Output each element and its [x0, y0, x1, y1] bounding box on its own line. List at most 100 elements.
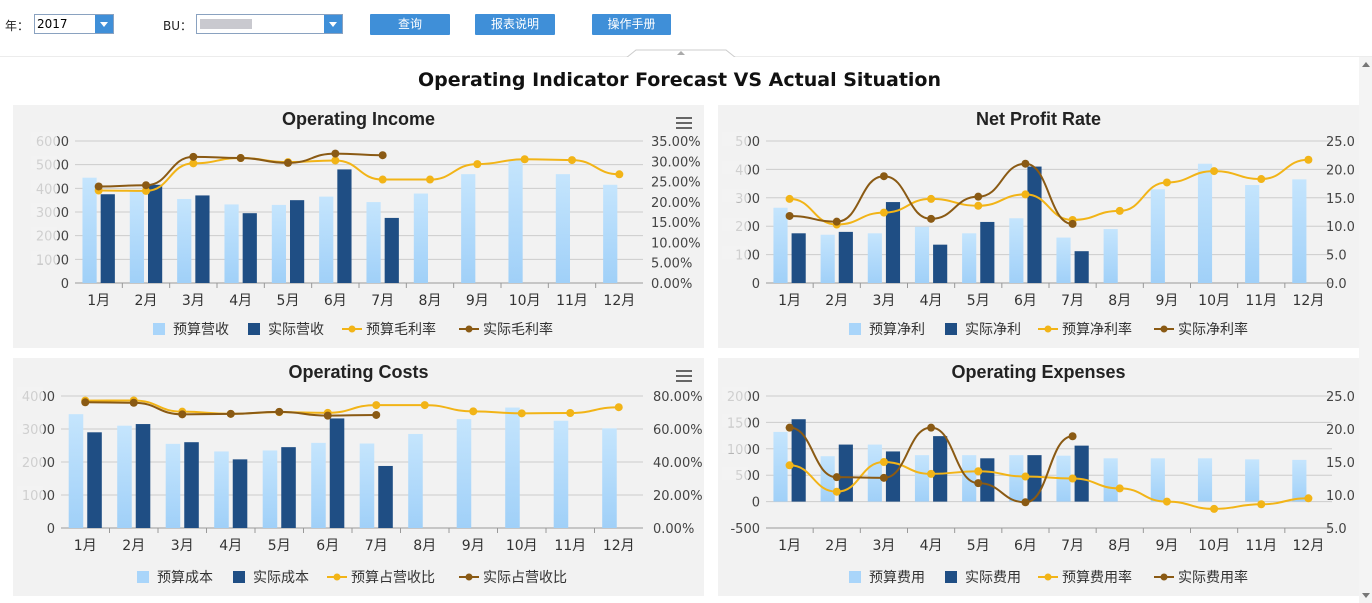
legend-item[interactable]: 实际营收	[248, 322, 324, 338]
chevron-down-icon[interactable]	[95, 15, 113, 33]
budget-bar	[1150, 189, 1165, 283]
budget-bar	[962, 455, 977, 502]
legend-item[interactable]: 实际费用	[945, 570, 1021, 586]
legend-item[interactable]: 实际费用率	[1154, 569, 1248, 586]
chevron-up-icon	[677, 51, 685, 55]
legend-item[interactable]: 预算占营收比	[327, 570, 435, 586]
legend-swatch-dot	[1044, 325, 1052, 333]
x-tick-label: 7月	[1061, 293, 1084, 309]
actual-bar	[1074, 251, 1089, 283]
budget-bar	[319, 196, 334, 283]
budget-bar	[413, 193, 428, 283]
actual-bar	[1027, 455, 1042, 502]
legend-item[interactable]: 预算净利率	[1038, 321, 1132, 338]
actual-rate-point	[81, 398, 90, 407]
legend-item[interactable]: 预算毛利率	[342, 321, 436, 338]
legend-item[interactable]: 实际净利	[945, 322, 1021, 338]
right-tick-label: 10.0	[1326, 489, 1355, 504]
legend-item[interactable]: 预算费用	[849, 570, 925, 586]
right-tick-label: 0.0	[1326, 277, 1347, 292]
year-select-value: 2017	[37, 17, 68, 31]
x-tick-label: 9月	[462, 538, 485, 554]
x-tick-label: 10月	[1198, 538, 1230, 554]
actual-bar	[242, 213, 257, 283]
x-tick-label: 10月	[506, 538, 538, 554]
legend-item[interactable]: 预算净利	[849, 322, 925, 338]
obscured-tick	[722, 160, 748, 175]
budget-rate-point	[785, 194, 794, 203]
obscured-tick	[31, 226, 57, 241]
actual-bar	[1074, 445, 1089, 502]
report-description-button[interactable]: 报表说明	[475, 14, 555, 35]
x-tick-label: 12月	[603, 538, 635, 554]
budget-rate-line	[85, 399, 619, 415]
x-tick-label: 1月	[778, 293, 801, 309]
bu-label: BU：	[163, 19, 193, 33]
x-tick-label: 7月	[371, 293, 394, 309]
right-tick-label: 20.0	[1326, 163, 1355, 178]
budget-bar	[1292, 179, 1307, 283]
actual-bar	[329, 418, 345, 528]
menu-icon[interactable]	[676, 117, 692, 129]
chart-title: Operating Expenses	[951, 362, 1125, 382]
budget-bar	[456, 419, 472, 528]
obscured-tick	[31, 155, 57, 170]
x-tick-label: 3月	[182, 293, 205, 309]
legend-item[interactable]: 实际毛利率	[459, 321, 553, 338]
year-select[interactable]: 2017	[34, 14, 114, 34]
legend-swatch-dot	[1160, 573, 1168, 581]
vertical-scrollbar[interactable]	[1359, 57, 1372, 603]
budget-bar	[1245, 185, 1260, 283]
legend-swatch	[945, 571, 957, 583]
right-tick-label: 30.00%	[651, 155, 701, 170]
x-tick-label: 5月	[967, 293, 990, 309]
actual-rate-point	[785, 211, 794, 220]
obscured-tick	[31, 203, 57, 217]
legend-label: 预算营收	[173, 322, 229, 338]
budget-rate-point	[1115, 484, 1124, 493]
x-tick-label: 4月	[920, 538, 943, 554]
legend-swatch	[153, 323, 165, 335]
budget-bar	[165, 443, 181, 528]
budget-rate-point	[974, 467, 983, 476]
collapse-toggle[interactable]	[626, 48, 736, 58]
budget-rate-point	[927, 469, 936, 478]
x-tick-label: 8月	[1108, 293, 1131, 309]
legend-item[interactable]: 实际净利率	[1154, 321, 1248, 338]
budget-rate-line	[789, 158, 1309, 226]
obscured-tick	[17, 486, 43, 500]
right-tick-label: 5.00%	[651, 257, 692, 272]
legend-swatch	[849, 571, 861, 583]
x-tick-label: 8月	[413, 538, 436, 554]
legend-item[interactable]: 预算费用率	[1038, 569, 1132, 586]
legend-item[interactable]: 预算成本	[137, 570, 213, 586]
chart-2: Operating Costs010002000300040000.00%20.…	[17, 362, 703, 586]
legend-label: 预算毛利率	[366, 321, 436, 338]
budget-bar	[914, 455, 930, 502]
actual-rate-point	[94, 182, 103, 191]
bu-select[interactable]	[196, 14, 343, 34]
actual-bar	[195, 195, 210, 283]
legend-item[interactable]: 预算营收	[153, 322, 229, 338]
actual-bar	[838, 444, 853, 502]
budget-bar	[224, 204, 239, 283]
chart-title: Operating Costs	[288, 362, 428, 382]
budget-rate-point	[568, 156, 576, 165]
actual-bar	[885, 202, 901, 283]
legend-item[interactable]: 实际成本	[233, 570, 309, 586]
actual-rate-point	[178, 410, 187, 419]
budget-bar	[408, 433, 423, 528]
budget-rate-point	[1304, 494, 1313, 503]
chevron-down-icon[interactable]	[324, 15, 342, 33]
query-button[interactable]: 查询	[370, 14, 450, 35]
menu-icon[interactable]	[676, 370, 692, 382]
legend-item[interactable]: 实际占营收比	[459, 570, 567, 586]
obscured-tick	[722, 188, 748, 203]
operation-manual-button[interactable]: 操作手册	[592, 14, 671, 35]
budget-bar	[602, 428, 617, 528]
right-tick-label: 40.00%	[653, 456, 703, 471]
budget-bar	[1009, 218, 1024, 283]
x-tick-label: 12月	[1293, 293, 1325, 309]
budget-rate-point	[832, 487, 841, 496]
budget-bar	[1009, 455, 1024, 502]
